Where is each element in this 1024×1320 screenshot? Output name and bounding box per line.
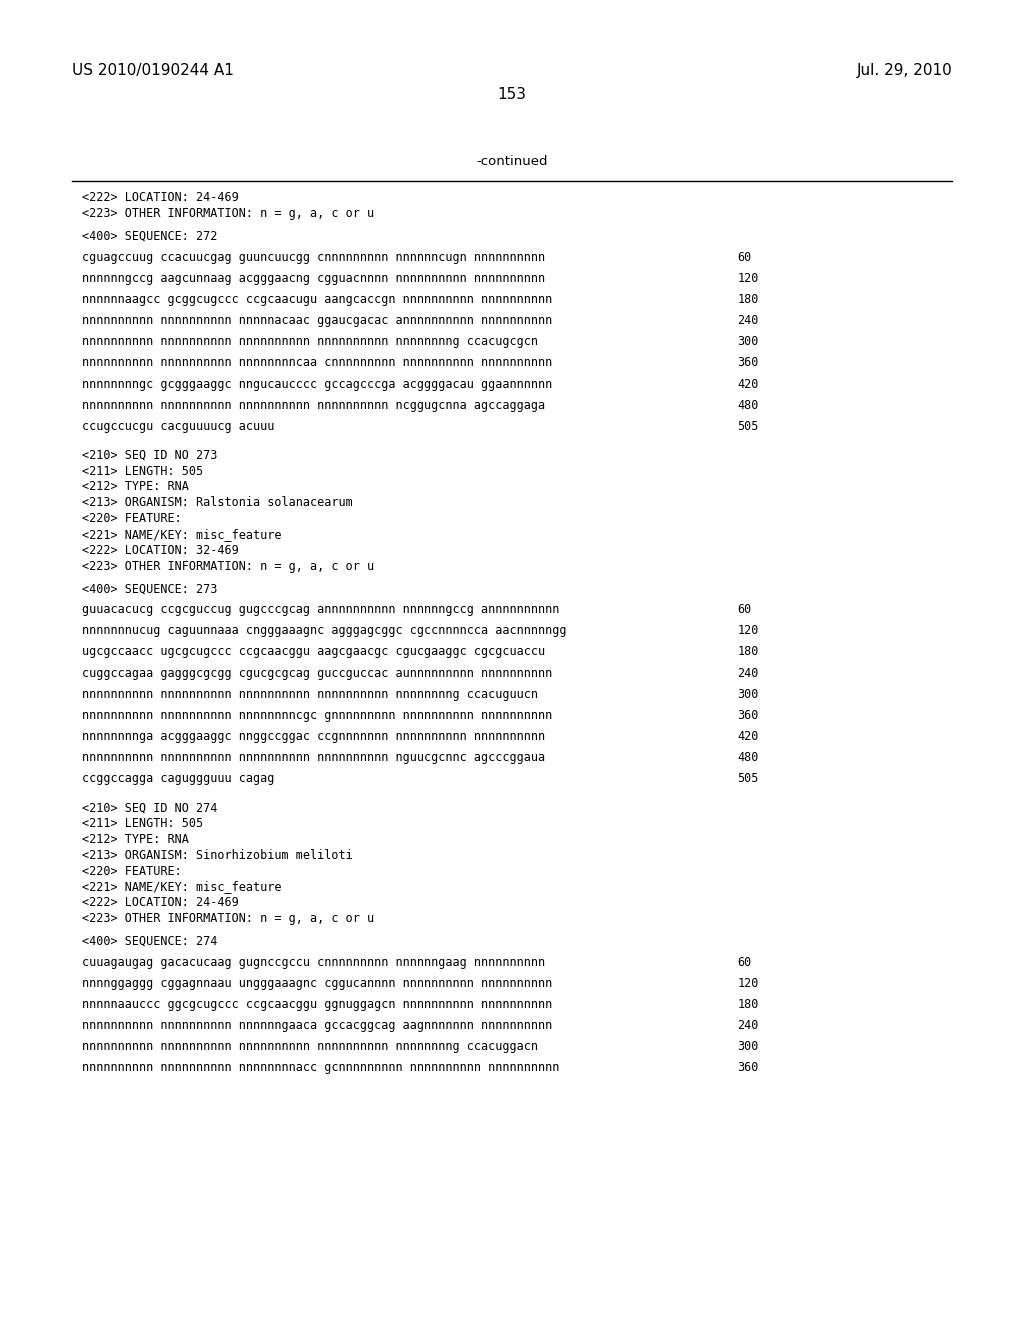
Text: cuggccagaa gagggcgcgg cgucgcgcag guccguccac aunnnnnnnnn nnnnnnnnnn: cuggccagaa gagggcgcgg cgucgcgcag guccguc… (82, 667, 552, 680)
Text: <211> LENGTH: 505: <211> LENGTH: 505 (82, 817, 203, 830)
Text: <220> FEATURE:: <220> FEATURE: (82, 865, 181, 878)
Text: nnnnnnnnnn nnnnnnnnnn nnnnnngaaca gccacggcag aagnnnnnnn nnnnnnnnnn: nnnnnnnnnn nnnnnnnnnn nnnnnngaaca gccacg… (82, 1019, 552, 1032)
Text: 60: 60 (737, 251, 752, 264)
Text: nnnnnnnnnn nnnnnnnnnn nnnnnnnnacc gcnnnnnnnnn nnnnnnnnnn nnnnnnnnnn: nnnnnnnnnn nnnnnnnnnn nnnnnnnnacc gcnnnn… (82, 1061, 559, 1074)
Text: 360: 360 (737, 1061, 759, 1074)
Text: nnnnnnnnnn nnnnnnnnnn nnnnnnnnnn nnnnnnnnnn nnnnnnnng ccacugcgcn: nnnnnnnnnn nnnnnnnnnn nnnnnnnnnn nnnnnnn… (82, 335, 538, 348)
Text: nnnnnnnnnn nnnnnnnnnn nnnnnnnnnn nnnnnnnnnn ncggugcnna agccaggaga: nnnnnnnnnn nnnnnnnnnn nnnnnnnnnn nnnnnnn… (82, 399, 545, 412)
Text: nnnnnnnnnn nnnnnnnnnn nnnnnnnnnn nnnnnnnnnn nnnnnnnng ccacuguucn: nnnnnnnnnn nnnnnnnnnn nnnnnnnnnn nnnnnnn… (82, 688, 538, 701)
Text: cguagccuug ccacuucgag guuncuucgg cnnnnnnnnn nnnnnncugn nnnnnnnnnn: cguagccuug ccacuucgag guuncuucgg cnnnnnn… (82, 251, 545, 264)
Text: <220> FEATURE:: <220> FEATURE: (82, 512, 181, 525)
Text: 240: 240 (737, 314, 759, 327)
Text: nnnnnnnnnn nnnnnnnnnn nnnnnacaac ggaucgacac annnnnnnnnn nnnnnnnnnn: nnnnnnnnnn nnnnnnnnnn nnnnnacaac ggaucga… (82, 314, 552, 327)
Text: <400> SEQUENCE: 273: <400> SEQUENCE: 273 (82, 582, 217, 595)
Text: 360: 360 (737, 709, 759, 722)
Text: nnnnnnnnnn nnnnnnnnnn nnnnnnnnnn nnnnnnnnnn nnnnnnnng ccacuggacn: nnnnnnnnnn nnnnnnnnnn nnnnnnnnnn nnnnnnn… (82, 1040, 538, 1053)
Text: <222> LOCATION: 24-469: <222> LOCATION: 24-469 (82, 191, 239, 205)
Text: nnnnnnnnnn nnnnnnnnnn nnnnnnnncgc gnnnnnnnnn nnnnnnnnnn nnnnnnnnnn: nnnnnnnnnn nnnnnnnnnn nnnnnnnncgc gnnnnn… (82, 709, 552, 722)
Text: <212> TYPE: RNA: <212> TYPE: RNA (82, 480, 188, 494)
Text: <210> SEQ ID NO 273: <210> SEQ ID NO 273 (82, 449, 217, 462)
Text: 240: 240 (737, 1019, 759, 1032)
Text: 180: 180 (737, 998, 759, 1011)
Text: 480: 480 (737, 399, 759, 412)
Text: <222> LOCATION: 24-469: <222> LOCATION: 24-469 (82, 896, 239, 909)
Text: 180: 180 (737, 645, 759, 659)
Text: 505: 505 (737, 772, 759, 785)
Text: <211> LENGTH: 505: <211> LENGTH: 505 (82, 465, 203, 478)
Text: -continued: -continued (476, 154, 548, 168)
Text: 300: 300 (737, 335, 759, 348)
Text: <221> NAME/KEY: misc_feature: <221> NAME/KEY: misc_feature (82, 880, 282, 894)
Text: 420: 420 (737, 378, 759, 391)
Text: cuuagaugag gacacucaag gugnccgccu cnnnnnnnnn nnnnnngaag nnnnnnnnnn: cuuagaugag gacacucaag gugnccgccu cnnnnnn… (82, 956, 545, 969)
Text: 180: 180 (737, 293, 759, 306)
Text: <222> LOCATION: 32-469: <222> LOCATION: 32-469 (82, 544, 239, 557)
Text: nnnnnngccg aagcunnaag acgggaacng cgguacnnnn nnnnnnnnnn nnnnnnnnnn: nnnnnngccg aagcunnaag acgggaacng cgguacn… (82, 272, 545, 285)
Text: ccugccucgu cacguuuucg acuuu: ccugccucgu cacguuuucg acuuu (82, 420, 274, 433)
Text: <212> TYPE: RNA: <212> TYPE: RNA (82, 833, 188, 846)
Text: nnnnnnnucug caguunnaaa cngggaaagnc agggagcggc cgccnnnncca aacnnnnngg: nnnnnnnucug caguunnaaa cngggaaagnc aggga… (82, 624, 566, 638)
Text: 60: 60 (737, 603, 752, 616)
Text: 120: 120 (737, 977, 759, 990)
Text: <223> OTHER INFORMATION: n = g, a, c or u: <223> OTHER INFORMATION: n = g, a, c or … (82, 560, 374, 573)
Text: nnnnnnnnnn nnnnnnnnnn nnnnnnnnnn nnnnnnnnnn nguucgcnnc agcccggaua: nnnnnnnnnn nnnnnnnnnn nnnnnnnnnn nnnnnnn… (82, 751, 545, 764)
Text: 60: 60 (737, 956, 752, 969)
Text: 480: 480 (737, 751, 759, 764)
Text: 420: 420 (737, 730, 759, 743)
Text: nnnnnnaagcc gcggcugccc ccgcaacugu aangcaccgn nnnnnnnnnn nnnnnnnnnn: nnnnnnaagcc gcggcugccc ccgcaacugu aangca… (82, 293, 552, 306)
Text: US 2010/0190244 A1: US 2010/0190244 A1 (72, 63, 233, 78)
Text: <213> ORGANISM: Sinorhizobium meliloti: <213> ORGANISM: Sinorhizobium meliloti (82, 849, 352, 862)
Text: ccggccagga caguggguuu cagag: ccggccagga caguggguuu cagag (82, 772, 274, 785)
Text: <221> NAME/KEY: misc_feature: <221> NAME/KEY: misc_feature (82, 528, 282, 541)
Text: <223> OTHER INFORMATION: n = g, a, c or u: <223> OTHER INFORMATION: n = g, a, c or … (82, 912, 374, 925)
Text: 120: 120 (737, 624, 759, 638)
Text: 240: 240 (737, 667, 759, 680)
Text: 300: 300 (737, 1040, 759, 1053)
Text: nnnnnaauccc ggcgcugccc ccgcaacggu ggnuggagcn nnnnnnnnnn nnnnnnnnnn: nnnnnaauccc ggcgcugccc ccgcaacggu ggnugg… (82, 998, 552, 1011)
Text: <400> SEQUENCE: 274: <400> SEQUENCE: 274 (82, 935, 217, 948)
Text: <210> SEQ ID NO 274: <210> SEQ ID NO 274 (82, 801, 217, 814)
Text: <400> SEQUENCE: 272: <400> SEQUENCE: 272 (82, 230, 217, 243)
Text: ugcgccaacc ugcgcugccc ccgcaacggu aagcgaacgc cgucgaaggc cgcgcuaccu: ugcgccaacc ugcgcugccc ccgcaacggu aagcgaa… (82, 645, 545, 659)
Text: <213> ORGANISM: Ralstonia solanacearum: <213> ORGANISM: Ralstonia solanacearum (82, 496, 352, 510)
Text: <223> OTHER INFORMATION: n = g, a, c or u: <223> OTHER INFORMATION: n = g, a, c or … (82, 207, 374, 220)
Text: nnnnnnnnnn nnnnnnnnnn nnnnnnnncaa cnnnnnnnnn nnnnnnnnnn nnnnnnnnnn: nnnnnnnnnn nnnnnnnnnn nnnnnnnncaa cnnnnn… (82, 356, 552, 370)
Text: 505: 505 (737, 420, 759, 433)
Text: 153: 153 (498, 87, 526, 102)
Text: nnnnnnnnga acgggaaggc nnggccggac ccgnnnnnnn nnnnnnnnnn nnnnnnnnnn: nnnnnnnnga acgggaaggc nnggccggac ccgnnnn… (82, 730, 545, 743)
Text: 300: 300 (737, 688, 759, 701)
Text: guuacacucg ccgcguccug gugcccgcag annnnnnnnnn nnnnnngccg annnnnnnnnn: guuacacucg ccgcguccug gugcccgcag annnnnn… (82, 603, 559, 616)
Text: Jul. 29, 2010: Jul. 29, 2010 (856, 63, 952, 78)
Text: 120: 120 (737, 272, 759, 285)
Text: nnnnnnnngc gcgggaaggc nngucaucccc gccagcccga acggggacau ggaannnnnn: nnnnnnnngc gcgggaaggc nngucaucccc gccagc… (82, 378, 552, 391)
Text: nnnnggaggg cggagnnaau ungggaaagnc cggucannnn nnnnnnnnnn nnnnnnnnnn: nnnnggaggg cggagnnaau ungggaaagnc cgguca… (82, 977, 552, 990)
Text: 360: 360 (737, 356, 759, 370)
